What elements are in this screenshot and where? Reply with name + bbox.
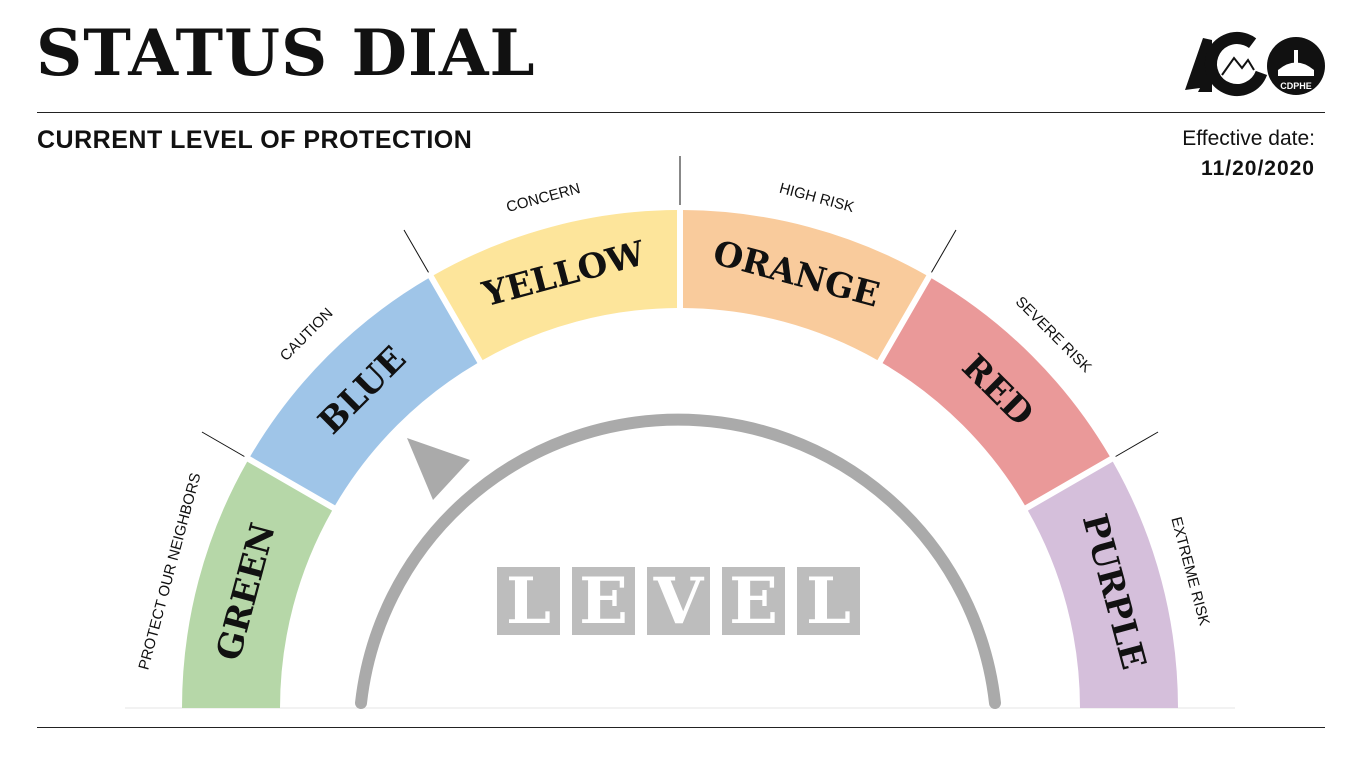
cdphe-logo-text: CDPHE — [1280, 81, 1312, 91]
page-title: STATUS DIAL — [36, 16, 536, 91]
boundary-tick — [201, 431, 245, 457]
level-letter: E — [579, 564, 628, 639]
level-letter: L — [506, 564, 551, 639]
boundary-tick — [1115, 431, 1159, 457]
dial-arrow-head — [407, 438, 470, 500]
dial-segment-green — [182, 461, 333, 708]
dial-segment-purple — [1027, 461, 1178, 708]
level-letter: L — [806, 564, 851, 639]
boundary-tick — [403, 229, 429, 273]
c-logo-icon — [1205, 32, 1269, 96]
effective-date-label: Effective date: — [1182, 127, 1315, 150]
level-letter-box — [497, 567, 560, 635]
dial-segment-yellow — [433, 210, 677, 361]
level-description-purple: EXTREME RISK — [1167, 515, 1212, 627]
level-letter-box — [647, 567, 710, 635]
colorado-logo: CDPHE — [1185, 32, 1325, 96]
top-divider — [37, 112, 1325, 113]
level-letter-box — [797, 567, 860, 635]
level-letter-box — [572, 567, 635, 635]
effective-date: 11/20/2020 — [1201, 157, 1315, 180]
level-description-blue: CAUTION — [277, 305, 337, 365]
level-letter: V — [653, 564, 705, 639]
level-description-orange: HIGH RISK — [777, 180, 855, 216]
dial-segment-orange — [683, 210, 927, 361]
level-letter: E — [729, 564, 778, 639]
level-description-yellow: CONCERN — [505, 180, 583, 216]
subtitle: CURRENT LEVEL OF PROTECTION — [37, 126, 473, 154]
tree-icon — [1185, 38, 1212, 92]
level-letter-box — [722, 567, 785, 635]
boundary-tick — [931, 229, 957, 273]
dial-arrow-arc — [355, 413, 1001, 709]
bottom-divider — [37, 727, 1325, 728]
dial-segment-red — [882, 278, 1110, 506]
dial-segment-blue — [250, 278, 478, 506]
